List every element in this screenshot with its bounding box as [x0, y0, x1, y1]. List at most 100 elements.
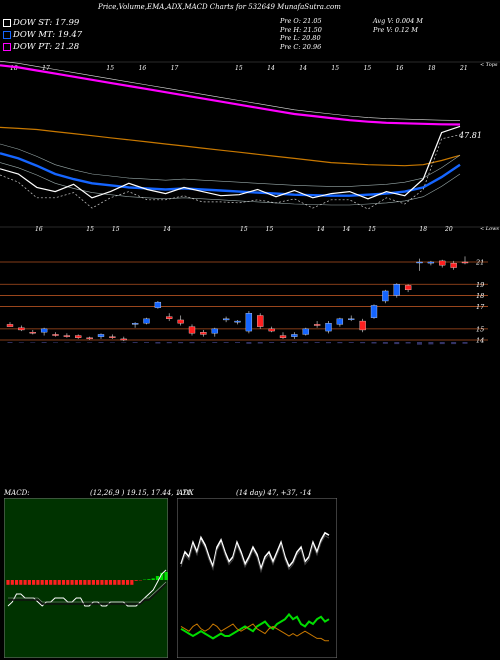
legend-item-mt: DOW MT: 19.47 [3, 29, 82, 40]
candle-body [188, 326, 196, 334]
volume-bar [189, 342, 195, 344]
macd-params: (12,26,9 ) 19.15, 17.44, 1.71 [90, 489, 192, 497]
macd-histogram-bar [6, 580, 10, 585]
legend-swatch-pt [3, 42, 11, 51]
candle-body [439, 260, 446, 266]
top-tick-label: 15 [235, 65, 243, 72]
macd-histogram-bar [91, 580, 96, 585]
candle-body [109, 336, 116, 338]
ema-long-line [0, 126, 461, 167]
candle-body [131, 323, 139, 325]
tops-corner-label: < Tops [480, 62, 498, 68]
volume-bar [155, 342, 161, 344]
ema-mt-line [0, 152, 461, 197]
bottom-tick-label: 14 [343, 226, 351, 233]
volume-bar [75, 342, 81, 343]
macd-histogram-bar [113, 580, 117, 585]
macd-histogram-bar [14, 580, 19, 585]
macd-histogram-bar [49, 580, 53, 585]
volume-bar [30, 342, 36, 343]
candle-body [166, 316, 173, 319]
price-dashed-line [0, 134, 461, 210]
top-tick-label: 17 [171, 65, 179, 72]
candle-body [222, 318, 230, 321]
price-tick-label: 19 [476, 281, 484, 289]
candle-body [211, 328, 218, 334]
macd-histogram-bar [151, 578, 155, 580]
volume-bar [394, 342, 400, 345]
candle-body [279, 335, 287, 338]
legend-swatch-mt [3, 30, 11, 39]
candle-body [302, 328, 309, 335]
volume-bar [269, 342, 275, 343]
bottom-tick-label: 14 [163, 226, 171, 233]
volume-bar [439, 342, 445, 345]
volume-bar [235, 342, 240, 343]
price-panel: 21 19 18 17 15 14 [0, 256, 488, 345]
bottom-tick-label: 15 [112, 226, 120, 233]
candle-body [154, 301, 162, 308]
top-tick-label: 16 [396, 65, 404, 72]
volume-bar [41, 342, 47, 343]
bottom-tick-label: 18 [419, 226, 427, 233]
adx-frame [177, 498, 337, 658]
macd-histogram-bar [164, 572, 168, 580]
macd-histogram-bar [61, 580, 66, 585]
adx-title: ADX [178, 489, 194, 497]
volume-bar [200, 342, 206, 343]
macd-histogram-bar [74, 580, 78, 585]
minus-di-line [180, 623, 329, 642]
candle-body [336, 318, 344, 325]
macd-histogram-bar [147, 579, 151, 580]
macd-histogram-bar [100, 580, 104, 585]
price-tick-label: 21 [475, 259, 484, 267]
macd-signal-line [8, 583, 167, 605]
candle-body [120, 338, 127, 341]
volume-bar [360, 342, 366, 344]
volume-bar [417, 342, 422, 345]
macd-chart [4, 498, 168, 658]
candle-body [18, 327, 25, 331]
candle-body [234, 320, 241, 323]
bottom-tick-label: 15 [240, 226, 248, 233]
adx-shadow-line [180, 535, 330, 574]
bottom-tick-label: 20 [444, 226, 453, 233]
volume-bar [53, 342, 58, 343]
candle-body [359, 320, 366, 331]
volume-bar [98, 342, 104, 343]
avg-volume: Avg V: 0.004 M [373, 17, 423, 25]
price-tick-label: 18 [476, 292, 484, 300]
volume-bar [109, 342, 115, 343]
ema-value-label: 47.81 [458, 131, 482, 140]
bottom-tick-label: 15 [86, 226, 94, 233]
top-tick-label: 15 [106, 65, 114, 72]
volume-bar [121, 342, 127, 343]
volume-bar [405, 342, 411, 344]
macd-histogram-bar [44, 580, 49, 585]
lows-corner-label: < Lows [480, 226, 499, 232]
macd-histogram-bar [104, 580, 108, 585]
legend-item-pt: DOW PT: 21.28 [3, 41, 82, 52]
candle-body [427, 261, 435, 264]
top-tick-label: 18 [10, 65, 18, 72]
ema-pt-line [0, 64, 461, 126]
macd-histogram-bar [66, 580, 70, 585]
macd-histogram-bar [96, 580, 100, 585]
macd-histogram-bar [19, 580, 23, 585]
volume-bar [223, 342, 229, 343]
bottom-tick-label: 15 [266, 226, 274, 233]
price-tick-label: 15 [476, 325, 484, 333]
ohlc-high: Pre H: 21.50 [280, 25, 322, 34]
ohlc-low: Pre L: 20.80 [280, 34, 321, 42]
candle-body [313, 324, 321, 326]
volume-bar [280, 342, 286, 343]
candle-body [461, 261, 469, 264]
top-tick-label: 16 [139, 65, 147, 72]
top-tick-label: 15 [364, 65, 372, 72]
macd-histogram-bar [23, 580, 27, 585]
candle-body [97, 334, 105, 337]
candle-body [416, 261, 423, 264]
candle-body [75, 335, 82, 338]
price-line [0, 125, 461, 200]
macd-frame [4, 498, 168, 658]
